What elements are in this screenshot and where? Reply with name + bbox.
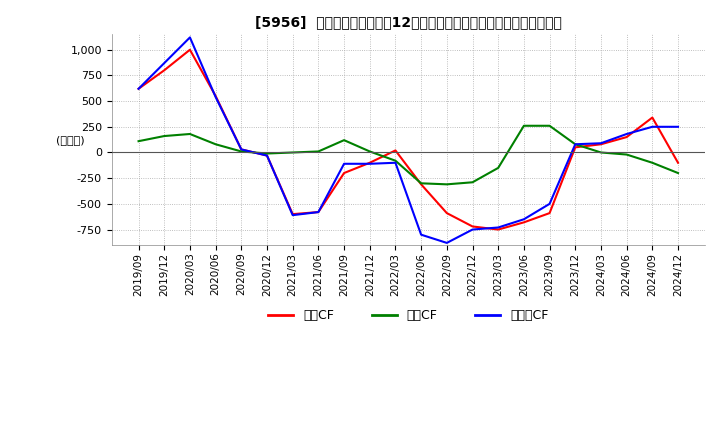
Y-axis label: (百万円): (百万円) <box>55 135 84 145</box>
Title: [5956]  キャッシュフローの12か月移動合計の対前年同期増減額の推移: [5956] キャッシュフローの12か月移動合計の対前年同期増減額の推移 <box>255 15 562 29</box>
Legend: 営業CF, 投資CF, フリーCF: 営業CF, 投資CF, フリーCF <box>264 304 554 327</box>
